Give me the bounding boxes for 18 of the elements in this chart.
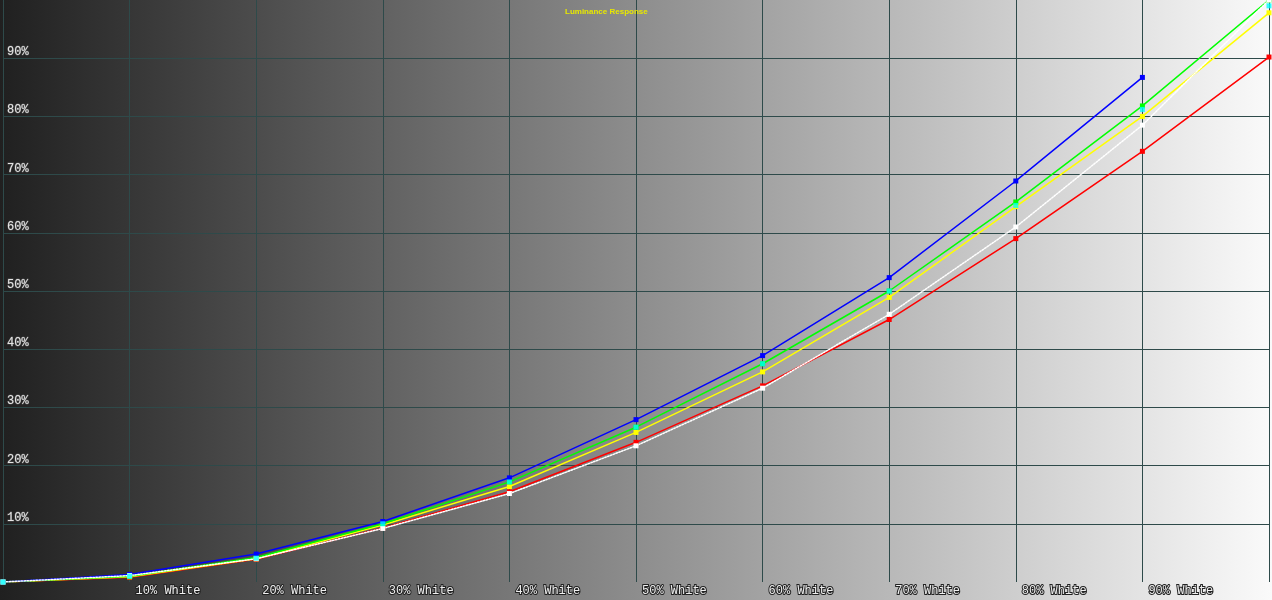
x-tick-label: 70% White xyxy=(895,584,961,598)
x-tick-label: 30% White xyxy=(388,584,454,598)
y-tick-label: 20% xyxy=(7,452,30,467)
y-tick-label: 80% xyxy=(7,103,30,118)
y-tick-label: 30% xyxy=(7,394,30,409)
x-tick-label: 60% White xyxy=(768,584,834,598)
y-tick-label: 10% xyxy=(7,510,30,525)
y-tick-label: 60% xyxy=(7,219,30,234)
x-tick-label: 50% White xyxy=(642,584,707,598)
x-tick-label: 40% White xyxy=(515,584,581,598)
x-tick-label: 20% White xyxy=(262,584,328,598)
y-tick-label: 70% xyxy=(7,161,30,176)
x-tick-label: 10% White xyxy=(135,584,201,598)
y-tick-label: 90% xyxy=(7,45,30,60)
x-tick-label: 80% White xyxy=(1021,584,1087,598)
y-tick-label: 50% xyxy=(7,278,30,292)
x-tick-label: 90% White xyxy=(1148,584,1214,598)
y-tick-label: 40% xyxy=(7,336,30,351)
